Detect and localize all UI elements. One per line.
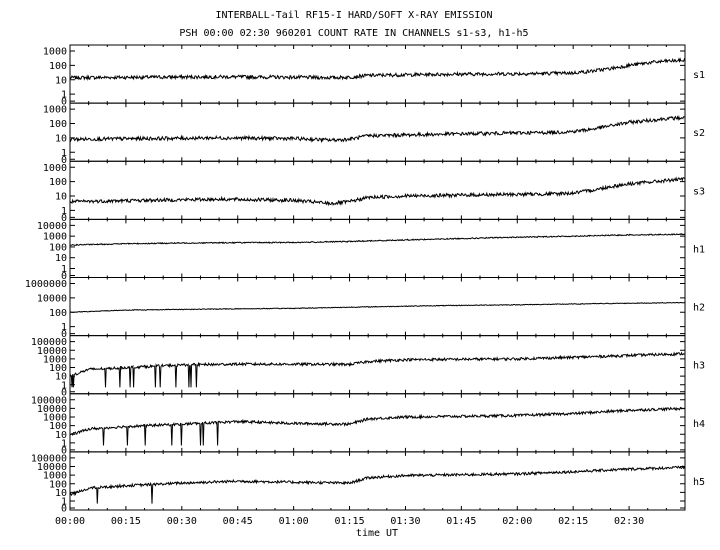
series-line-h3 (69, 351, 686, 388)
y-tick-label: 100 (49, 363, 67, 374)
y-tick-label: 0 (61, 504, 67, 515)
y-tick-label: 10 (55, 488, 67, 499)
x-axis: 00:00 00:15 00:30 00:45 01:00 01:15 01:30 01:45… (55, 516, 644, 527)
y-tick-label: 10000 (37, 404, 67, 415)
y-tick-label: 1000 (43, 471, 67, 482)
panel-frame (69, 451, 686, 511)
y-tick-label: 0 (61, 445, 67, 456)
y-tick-label: 1000 (43, 47, 67, 58)
x-tick-label: 01:15 (334, 516, 364, 527)
x-tick-label: 00:15 (111, 516, 141, 527)
panel-h2: 1000000 10000 100 10 h2 (25, 277, 705, 340)
chart-title: INTERBALL-Tail RF15-I HARD/SOFT X-RAY EM… (216, 10, 493, 21)
y-tick-label: 0 (61, 213, 67, 224)
y-tick-label: 100 (49, 119, 67, 130)
y-tick-label: 1 (61, 497, 67, 508)
series-line-s3 (69, 176, 686, 207)
y-tick-label: 10 (55, 192, 67, 203)
y-tick-label: 100000 (31, 395, 67, 406)
series-line-h4 (69, 406, 685, 446)
channel-label-s3: s3 (693, 186, 705, 197)
x-tick-label: 01:30 (390, 516, 420, 527)
y-tick-label: 1000 (43, 105, 67, 116)
y-tick-label: 1 (61, 90, 67, 101)
panel-s2: 1000 100 10 10 s2 (43, 102, 705, 166)
series-line-h5 (69, 464, 686, 504)
y-tick-label: 1 (61, 438, 67, 449)
panel-frame (69, 102, 686, 162)
y-tick-label: 100 (49, 308, 67, 319)
y-tick-label: 10000 (37, 221, 67, 232)
channel-label-h4: h4 (693, 419, 705, 430)
y-tick-label: 10000 (37, 346, 67, 357)
y-tick-label: 100 (49, 177, 67, 188)
panel-frame (69, 393, 686, 453)
y-tick-label: 1 (61, 264, 67, 275)
series-line-h1 (69, 233, 686, 247)
y-tick-label: 10 (55, 133, 67, 144)
chart-subtitle: PSH 00:00 02:30 960201 COUNT RATE IN CHA… (179, 28, 528, 39)
series-line-s1 (69, 57, 686, 81)
panel-frame (69, 44, 686, 104)
y-tick-label: 1000 (43, 232, 67, 243)
x-tick-label: 01:45 (446, 516, 476, 527)
y-tick-label: 10 (55, 372, 67, 383)
y-tick-label: 100 (49, 61, 67, 72)
y-tick-label: 1 (61, 322, 67, 333)
y-tick-label: 10 (55, 75, 67, 86)
y-tick-label: 1000000 (25, 279, 67, 290)
y-tick-label: 0 (61, 387, 67, 398)
channel-label-h2: h2 (693, 303, 705, 314)
x-tick-label: 02:15 (558, 516, 588, 527)
channel-label-h5: h5 (693, 477, 705, 488)
channel-label-s2: s2 (693, 128, 705, 139)
y-tick-label: 0 (61, 329, 67, 340)
series-line-h2 (69, 301, 686, 313)
x-tick-label: 02:30 (614, 516, 644, 527)
y-tick-label: 1 (61, 380, 67, 391)
channel-label-h3: h3 (693, 361, 705, 372)
y-tick-label: 100 (49, 421, 67, 432)
y-tick-label: 10000 (37, 293, 67, 304)
x-axis-label: time UT (356, 528, 398, 539)
y-tick-label: 1 (61, 206, 67, 217)
y-tick-label: 1000 (43, 354, 67, 365)
y-tick-label: 10 (55, 430, 67, 441)
y-tick-label: 0 (61, 271, 67, 282)
x-tick-label: 00:45 (223, 516, 253, 527)
y-tick-label: 100 (49, 242, 67, 253)
x-tick-label: 00:30 (167, 516, 197, 527)
y-tick-label: 1 (61, 148, 67, 159)
y-tick-label: 10 (55, 253, 67, 264)
x-tick-label: 01:00 (279, 516, 309, 527)
panel-s3: 1000 100 10 10 s3 (43, 160, 705, 224)
y-tick-label: 1000 (43, 413, 67, 424)
y-tick-label: 10000 (37, 462, 67, 473)
channel-label-s1: s1 (693, 70, 705, 81)
y-tick-label: 100000 (31, 453, 67, 464)
x-tick-label: 02:00 (502, 516, 532, 527)
y-tick-label: 100000 (31, 337, 67, 348)
y-tick-label: 100 (49, 479, 67, 490)
panel-s1: 1000 100 10 10 s1 (43, 44, 705, 108)
y-tick-label: 0 (61, 155, 67, 166)
y-tick-label: 0 (61, 97, 67, 108)
channel-label-h1: h1 (693, 244, 705, 255)
panels-group: 10001001010s110001001010s210001001010s31… (25, 44, 705, 515)
y-tick-label: 1000 (43, 163, 67, 174)
series-line-s2 (69, 115, 685, 144)
x-tick-label: 00:00 (55, 516, 85, 527)
panel-frame (69, 218, 686, 278)
